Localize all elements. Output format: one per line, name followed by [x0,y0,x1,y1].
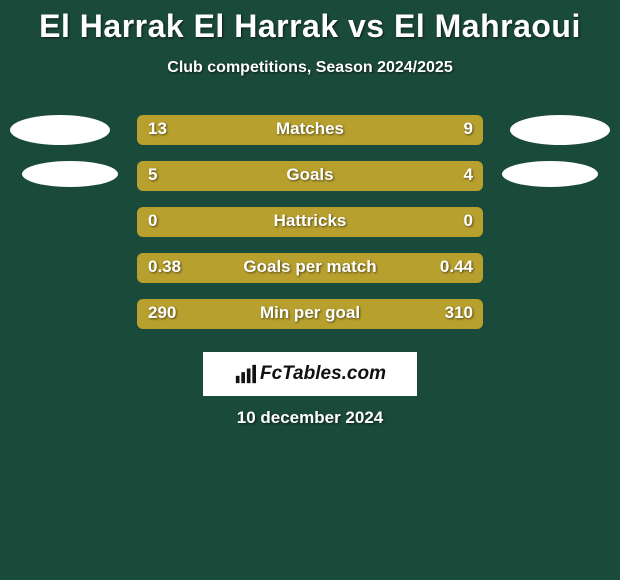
player-right-avatar-small [502,161,598,187]
title: El Harrak El Harrak vs El Mahraoui [0,0,620,45]
logo-box: FcTables.com [203,352,417,396]
stat-value-left: 13 [148,119,167,139]
stat-value-right: 0.44 [440,257,473,277]
stat-bar [137,161,483,191]
stat-bar [137,207,483,237]
stat-value-left: 290 [148,303,176,323]
stat-row: 0.38 Goals per match 0.44 [0,253,620,287]
stat-rows: 13 Matches 9 5 Goals 4 0 Hattricks 0 0.3… [0,115,620,333]
logo-text: FcTables.com [260,363,386,385]
stat-value-right: 9 [464,119,473,139]
stat-value-right: 310 [445,303,473,323]
logo: FcTables.com [234,363,386,385]
player-right-avatar [510,115,610,145]
bar-chart-icon [234,363,256,385]
stat-row: 290 Min per goal 310 [0,299,620,333]
stat-row: 0 Hattricks 0 [0,207,620,241]
stat-value-left: 0.38 [148,257,181,277]
comparison-card: El Harrak El Harrak vs El Mahraoui Club … [0,0,620,580]
player-left-avatar-small [22,161,118,187]
date: 10 december 2024 [0,408,620,428]
stat-row: 13 Matches 9 [0,115,620,149]
stat-bar [137,253,483,283]
subtitle: Club competitions, Season 2024/2025 [0,59,620,77]
stat-bar [137,115,483,145]
stat-row: 5 Goals 4 [0,161,620,195]
stat-value-right: 4 [464,165,473,185]
stat-value-left: 0 [148,211,157,231]
stat-value-right: 0 [464,211,473,231]
player-left-avatar [10,115,110,145]
stat-bar [137,299,483,329]
stat-value-left: 5 [148,165,157,185]
